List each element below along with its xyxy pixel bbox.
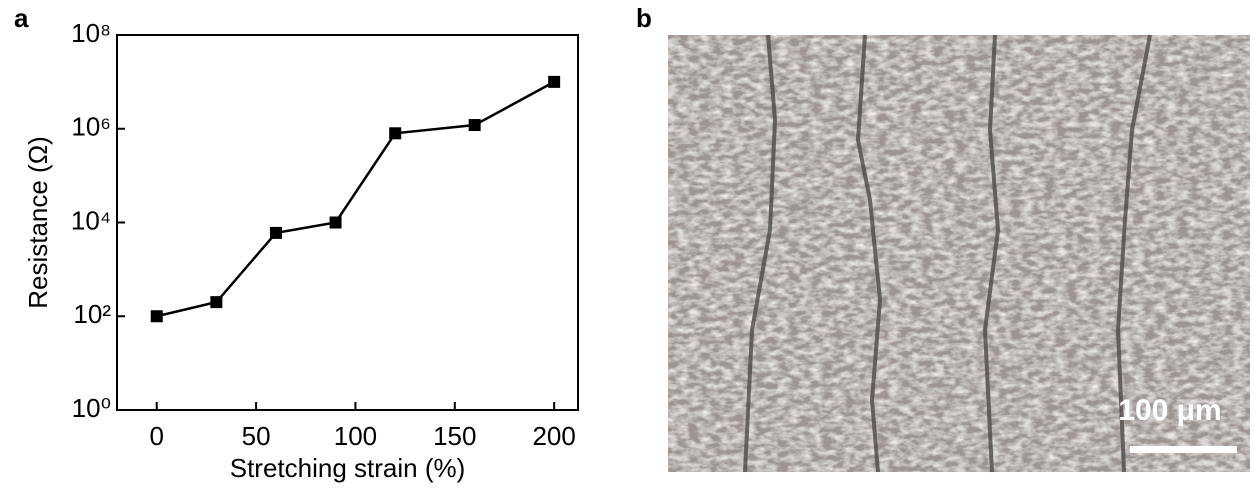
scale-bar: [1130, 446, 1237, 453]
marker: [210, 296, 223, 309]
marker: [548, 75, 561, 88]
x-tick-label: 200: [532, 421, 575, 451]
marker: [468, 119, 481, 132]
plot-frame: [116, 34, 579, 411]
y-tick-label: 10⁴: [71, 205, 111, 235]
panel-label: b: [636, 3, 652, 33]
x-tick-label: 0: [150, 421, 164, 451]
marker: [269, 226, 282, 239]
y-axis-label: Resistance (Ω): [23, 136, 53, 309]
y-tick-label: 10²: [73, 299, 111, 329]
micrograph: 100 μm: [668, 34, 1250, 473]
x-tick-label: 150: [433, 421, 476, 451]
cracks: [743, 34, 1152, 473]
y-tick-label: 10⁰: [72, 393, 111, 423]
y-tick-label: 10⁸: [71, 18, 111, 48]
marker: [329, 216, 342, 229]
y-tick-label: 10⁶: [71, 112, 111, 142]
scale-bar-label: 100 μm: [1118, 394, 1221, 427]
x-tick-label: 50: [242, 421, 271, 451]
x-axis-label: Stretching strain (%): [230, 453, 466, 483]
marker: [150, 310, 163, 323]
x-tick-label: 100: [334, 421, 377, 451]
panel-label: a: [14, 3, 29, 33]
marker: [389, 127, 402, 140]
series-line: [156, 80, 555, 318]
